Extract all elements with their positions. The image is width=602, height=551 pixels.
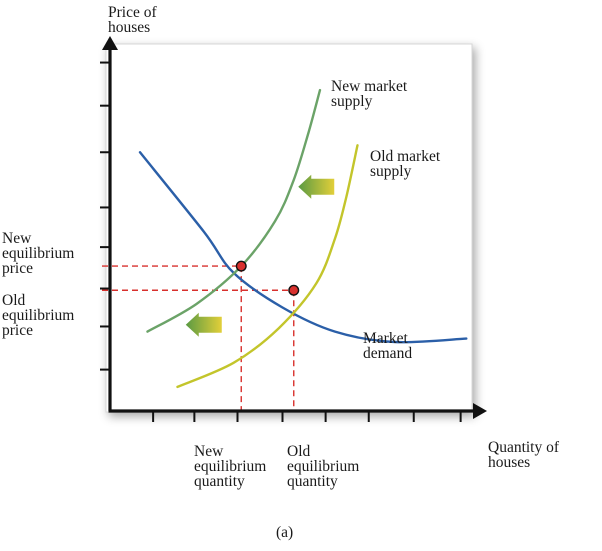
x-axis-label-line: houses [488, 454, 530, 471]
shift-arrow-1 [298, 174, 335, 199]
price-label-old-line: Old [2, 292, 26, 309]
quantity-label-old-line: quantity [287, 473, 338, 490]
y-axis-label: Price of houses [108, 4, 157, 36]
quantity-label-old: Old equilibrium quantity [287, 443, 359, 490]
price-label-new-line: New [2, 230, 32, 247]
price-label-new-line: price [2, 260, 33, 277]
price-label-old-line: equilibrium [2, 307, 74, 324]
series-label-old-market-supply-line: Old market [370, 148, 441, 165]
quantity-label-old-line: Old [287, 443, 311, 460]
equilibrium-point-old [288, 284, 300, 296]
price-label-new-line: equilibrium [2, 245, 74, 262]
curve-market-demand [138, 151, 468, 344]
quantity-label-new-line: equilibrium [194, 458, 266, 475]
quantity-label-new-line: quantity [194, 473, 245, 490]
series-label-market-demand-line: Market [363, 330, 408, 347]
shift-arrows [185, 174, 335, 337]
curves [138, 88, 468, 389]
x-axis-arrow [473, 403, 487, 419]
series-label-market-demand-line: demand [363, 345, 412, 362]
series-label-new-market-supply-line: New market [331, 78, 408, 95]
quantity-label-old-line: equilibrium [287, 458, 359, 475]
axes [100, 36, 487, 422]
series-label-old-market-supply: Old market supply [370, 148, 441, 180]
curve-old-market-supply [176, 144, 359, 389]
y-axis-label-line: houses [108, 19, 150, 36]
figure-caption: (a) [276, 524, 293, 541]
price-label-new: New equilibrium price [2, 230, 74, 277]
y-axis-arrow [102, 36, 118, 50]
y-axis-label-line: Price of [108, 4, 157, 21]
price-label-old: Old equilibrium price [2, 292, 74, 339]
equilibrium-point-new [235, 260, 247, 272]
series-label-market-demand: Market demand [363, 330, 412, 362]
curve-new-market-supply [146, 88, 322, 333]
quantity-label-new-line: New [194, 443, 224, 460]
x-axis-label: Quantity of houses [488, 439, 560, 471]
quantity-label-new: New equilibrium quantity [194, 443, 266, 490]
series-label-old-market-supply-line: supply [370, 163, 412, 180]
price-label-old-line: price [2, 322, 33, 339]
series-label-new-market-supply: New market supply [331, 78, 408, 110]
plot-panel [105, 43, 473, 413]
series-label-new-market-supply-line: supply [331, 93, 373, 110]
equilibrium-guides [102, 265, 295, 411]
equilibrium-points [235, 260, 300, 296]
x-axis-label-line: Quantity of [488, 439, 560, 456]
shift-arrow-2 [185, 312, 222, 337]
